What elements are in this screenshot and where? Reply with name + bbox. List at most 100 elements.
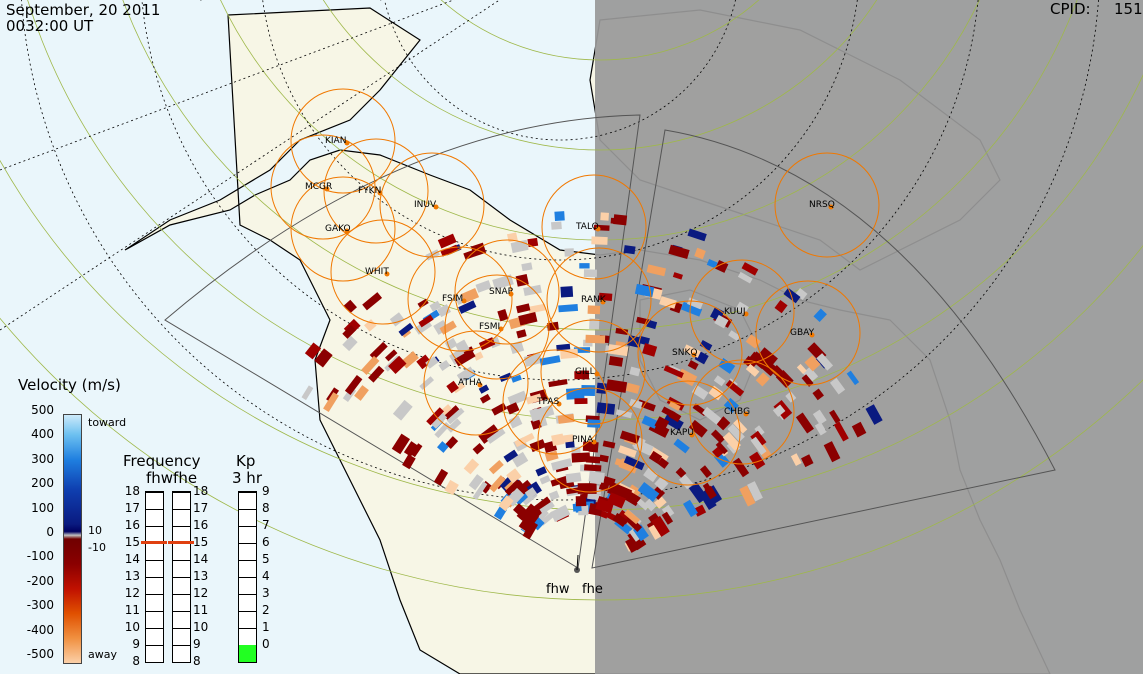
gauge-gridline [239,492,256,493]
echo-cell [528,303,546,314]
echo-cell [473,351,484,361]
frequency-tick-right: 12 [193,586,209,600]
echo-cell [479,393,491,404]
velocity-tick: -300 [26,598,54,613]
echo-cell [472,481,488,500]
echo-cell [574,371,583,380]
echo-cell [646,319,658,330]
velocity-pos-threshold: 10 [88,524,102,537]
radar-site-stem [576,554,579,571]
station-coverage-ring [635,380,741,486]
station-label: MCGR [305,182,333,192]
echo-cell [785,391,797,403]
gauge-gridline [239,560,256,561]
echo-cell [688,419,708,438]
date-label: September, 20 2011 [6,1,161,19]
echo-cell [641,415,658,429]
velocity-neg-threshold: -10 [88,541,106,554]
gauge-gridline [146,645,163,646]
echo-cell [548,379,568,388]
echo-cell [823,441,841,463]
echo-cell [456,366,476,383]
velocity-tick: 200 [31,476,54,491]
echo-cell [651,515,670,537]
echo-cell [342,335,358,352]
echo-cell [754,425,765,437]
station-coverage-ring [423,330,529,436]
station-label: CHBG [724,407,751,417]
kp-tick: 3 [262,586,270,600]
echo-cell [583,269,597,278]
station-label: TALO [576,222,599,232]
gauge-gridline [146,492,163,493]
gauge-gridline [146,526,163,527]
echo-cell [515,303,531,314]
gauge-gridline [173,662,190,663]
frequency-tick-right: 15 [193,535,209,549]
echo-cell [790,453,802,467]
echo-cell [614,458,636,471]
echo-cell [444,479,459,496]
station-coverage-ring [689,259,795,365]
echo-cell [795,288,808,300]
echo-cell [678,474,694,490]
station-marker [600,299,606,305]
echo-cell [735,301,749,315]
echo-cell [796,363,807,375]
gauge-gridline [173,509,190,510]
echo-cell [636,498,650,511]
echo-cell [733,419,748,434]
echo-cell [661,406,676,418]
kp-tick: 1 [262,620,270,634]
station-label: ATHA [458,378,482,388]
kp-tick: 2 [262,603,270,617]
velocity-tick: 400 [31,427,54,442]
echo-cell [554,211,565,221]
echo-cell [503,449,519,463]
echo-cell [539,475,551,485]
fhw-field-of-view [164,114,641,569]
echo-cell [851,421,867,438]
echo-cell [741,262,759,276]
echo-cell [737,271,753,284]
echo-cell [523,284,542,296]
frequency-tick-left: 18 [124,484,140,498]
echo-cell [846,370,860,386]
echo-cell [584,464,602,472]
station-coverage-ring [290,88,396,194]
frequency-tick-left: 8 [132,654,140,668]
velocity-tick: 100 [31,500,54,515]
gauge-gridline [173,628,190,629]
station-label: GBAY [790,328,815,338]
kp-tick: 8 [262,501,270,515]
echo-cell [663,413,684,431]
station-label: NRSQ [809,200,835,210]
echo-cell [747,481,763,502]
echo-cell [745,363,760,377]
echo-cell [521,262,533,272]
velocity-toward-label: toward [88,416,127,429]
fhw-frequency-marker [141,541,167,544]
echo-cell [446,380,459,394]
velocity-tick: 300 [31,451,54,466]
kp-tick: 0 [262,637,270,651]
echo-cell [587,305,601,315]
radar-site-west-label: fhw [546,582,570,597]
echo-cell [680,301,703,317]
echo-cell [708,385,724,401]
station-label: PINA [572,435,593,445]
echo-cell [488,459,504,475]
echo-cell [463,458,480,475]
echo-cell [518,510,539,533]
echo-cell [648,522,665,540]
kp-legend-subtitle: 3 hr [232,469,262,487]
gauge-gridline [239,611,256,612]
echo-cell [833,421,849,442]
radar-site-east-label: fhe [582,582,603,597]
station-marker [743,411,749,417]
station-coverage-ring [540,319,646,425]
echo-cell [512,503,527,517]
frequency-gauge-fhw [145,491,164,663]
echo-cell [623,509,641,525]
